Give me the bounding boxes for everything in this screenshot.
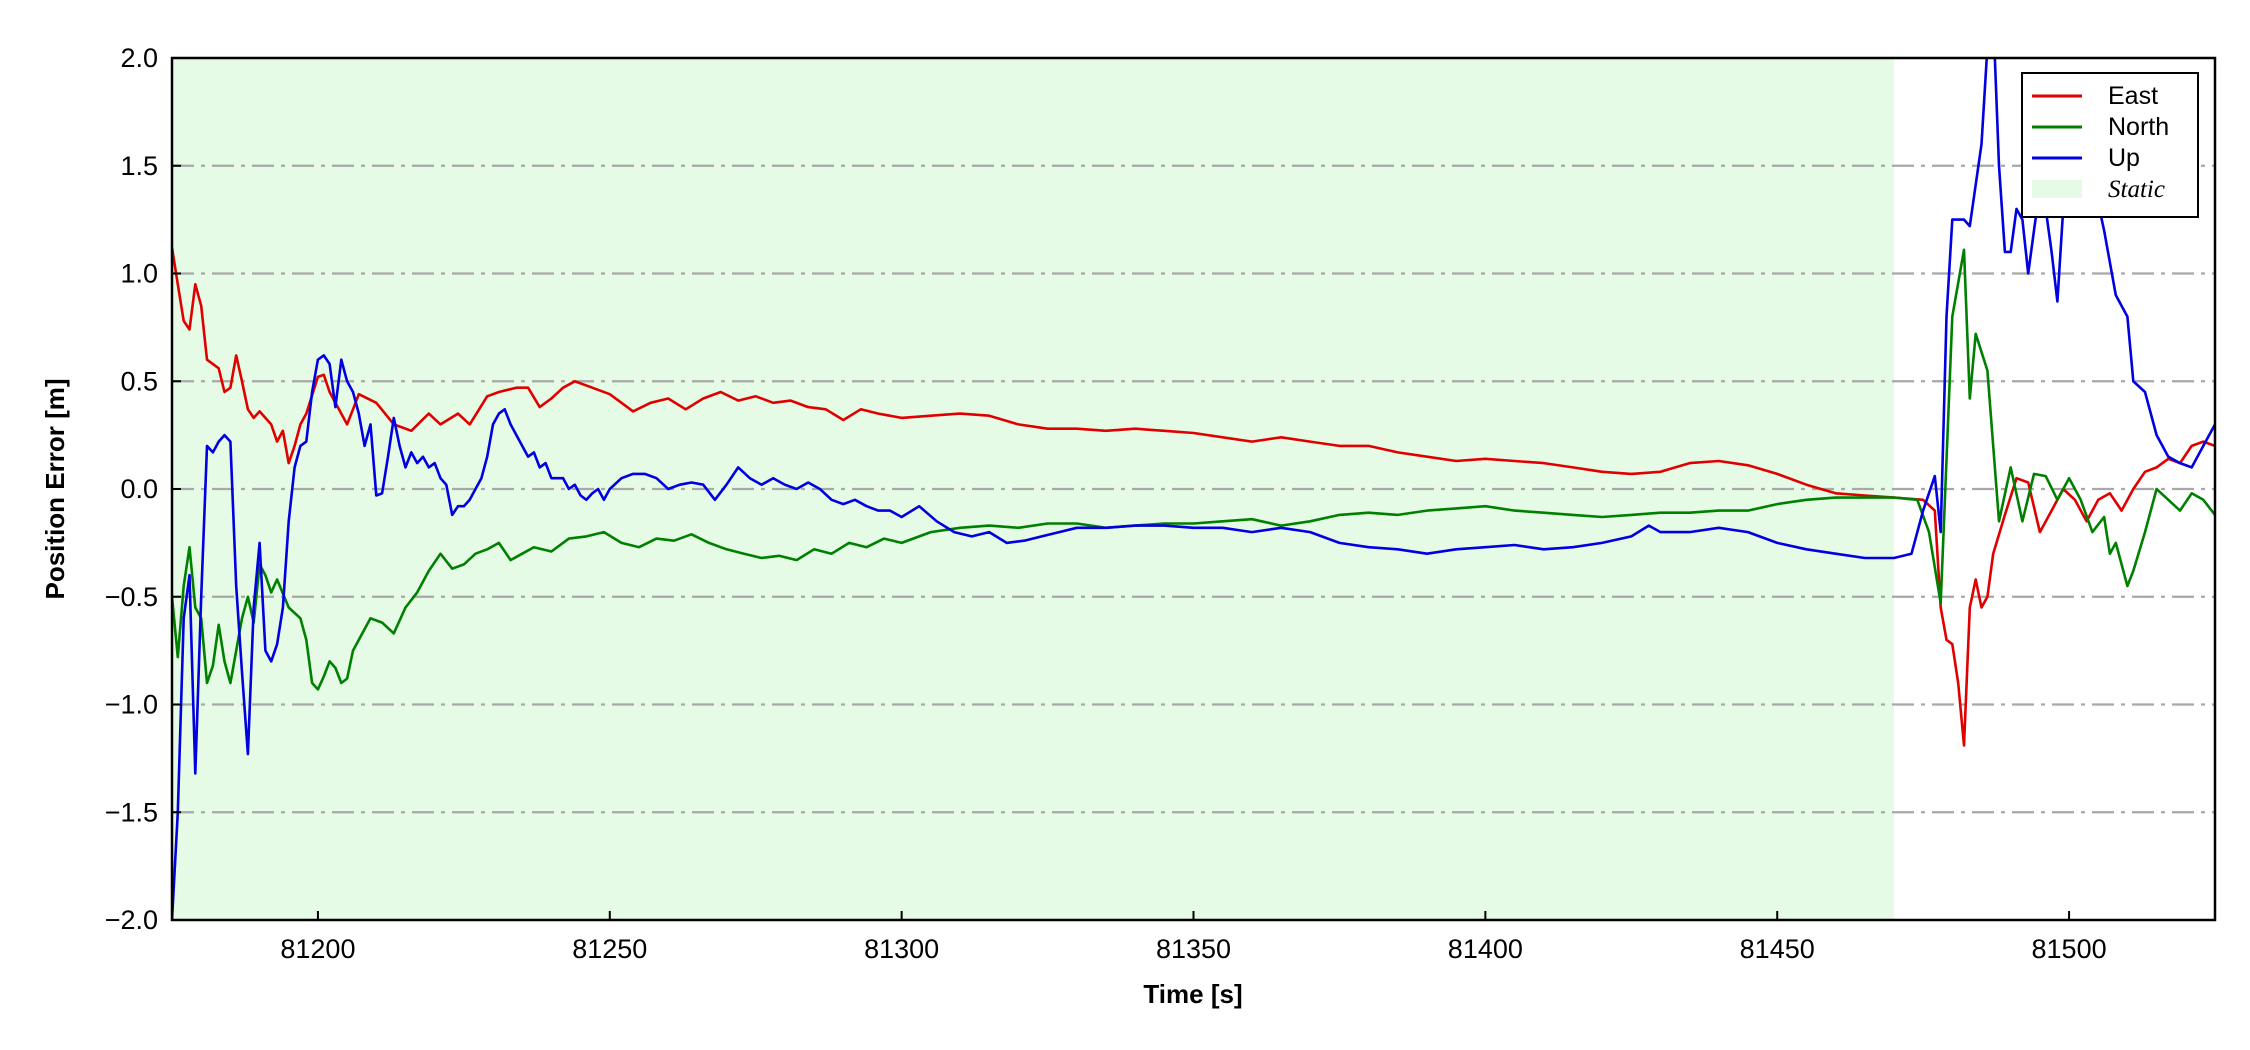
y-tick-label: 2.0: [120, 43, 158, 73]
legend-label-up: Up: [2108, 144, 2140, 172]
series-layer: [172, 58, 2215, 920]
legend-swatch-static: [2032, 180, 2082, 198]
x-tick-label: 81200: [280, 934, 355, 964]
y-axis-title: Position Error [m]: [40, 378, 70, 599]
legend-label-static: Static: [2108, 176, 2165, 203]
y-tick-label: 0.0: [120, 474, 158, 504]
x-tick-label: 81300: [864, 934, 939, 964]
legend: East North Up Static: [2021, 72, 2199, 218]
axis-ticks: 81200 81250 81300 81350 81400 81450 81500 −2.0 −…: [105, 43, 2107, 964]
y-tick-label: 0.5: [120, 366, 158, 396]
y-tick-label: 1.0: [120, 259, 158, 289]
y-tick-label: 1.5: [120, 151, 158, 181]
x-tick-label: 81350: [1156, 934, 1231, 964]
y-tick-label: −2.0: [105, 905, 158, 935]
x-axis-title: Time [s]: [1143, 979, 1242, 1009]
series-north: [172, 248, 2215, 691]
x-tick-label: 81450: [1740, 934, 1815, 964]
y-tick-label: −1.5: [105, 797, 158, 827]
series-east: [172, 247, 2215, 747]
x-tick-label: 81500: [2032, 934, 2107, 964]
legend-label-north: North: [2108, 113, 2169, 141]
x-tick-label: 81400: [1448, 934, 1523, 964]
y-tick-label: −0.5: [105, 582, 158, 612]
y-tick-label: −1.0: [105, 690, 158, 720]
series-up: [172, 58, 2215, 920]
gridlines: [172, 164, 2215, 814]
legend-label-east: East: [2108, 82, 2158, 110]
x-tick-label: 81250: [572, 934, 647, 964]
